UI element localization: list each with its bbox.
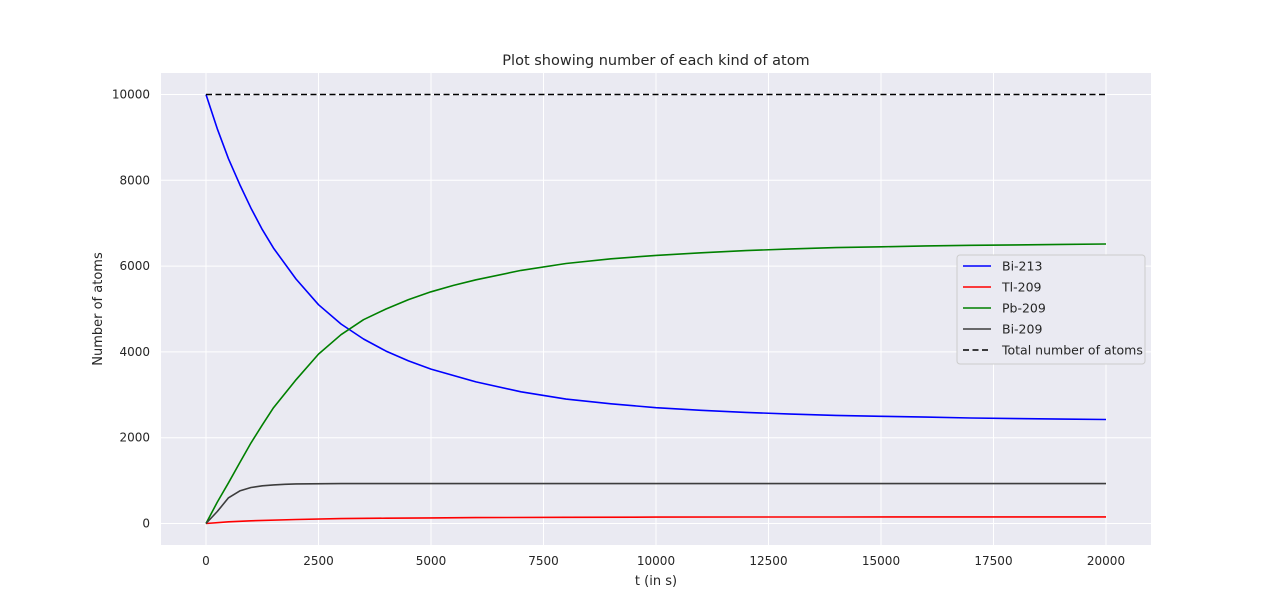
x-tick-label: 7500 xyxy=(528,554,559,568)
x-tick-label: 0 xyxy=(202,554,210,568)
legend-label: Total number of atoms xyxy=(1001,343,1143,358)
series-line-bi-213 xyxy=(205,94,1107,421)
y-tick-label: 6000 xyxy=(119,259,150,273)
series-line-pb-209 xyxy=(205,243,1107,524)
series-line-tl-209 xyxy=(205,516,1106,525)
legend-label: Pb-209 xyxy=(1002,301,1046,316)
x-tick-label: 12500 xyxy=(749,554,787,568)
x-tick-label: 5000 xyxy=(416,554,447,568)
y-tick-label: 8000 xyxy=(119,173,150,187)
legend-label: Bi-213 xyxy=(1002,259,1042,274)
legend-label: Bi-209 xyxy=(1002,322,1042,337)
series-lines xyxy=(205,93,1107,525)
chart-title: Plot showing number of each kind of atom xyxy=(502,53,809,69)
y-axis-label: Number of atoms xyxy=(91,252,106,366)
series-line-bi-209 xyxy=(205,482,1106,525)
tick-labels: 0 2500 5000 7500 10000 12500 15000 17500 20000 0 2… xyxy=(112,87,1125,568)
x-tick-label: 15000 xyxy=(862,554,900,568)
x-tick-label: 20000 xyxy=(1087,554,1125,568)
y-tick-label: 10000 xyxy=(112,87,150,101)
y-tick-label: 0 xyxy=(142,517,150,531)
legend-label: Tl-209 xyxy=(1001,280,1042,295)
x-axis-label: t (in s) xyxy=(635,574,677,589)
x-tick-label: 17500 xyxy=(974,554,1012,568)
legend: Bi-213 Tl-209 Pb-209 Bi-209 Total number of … xyxy=(956,254,1146,365)
legend-box xyxy=(956,254,1146,365)
y-tick-label: 4000 xyxy=(119,345,150,359)
y-tick-label: 2000 xyxy=(119,431,150,445)
x-tick-label: 10000 xyxy=(637,554,675,568)
x-tick-label: 2500 xyxy=(303,554,334,568)
